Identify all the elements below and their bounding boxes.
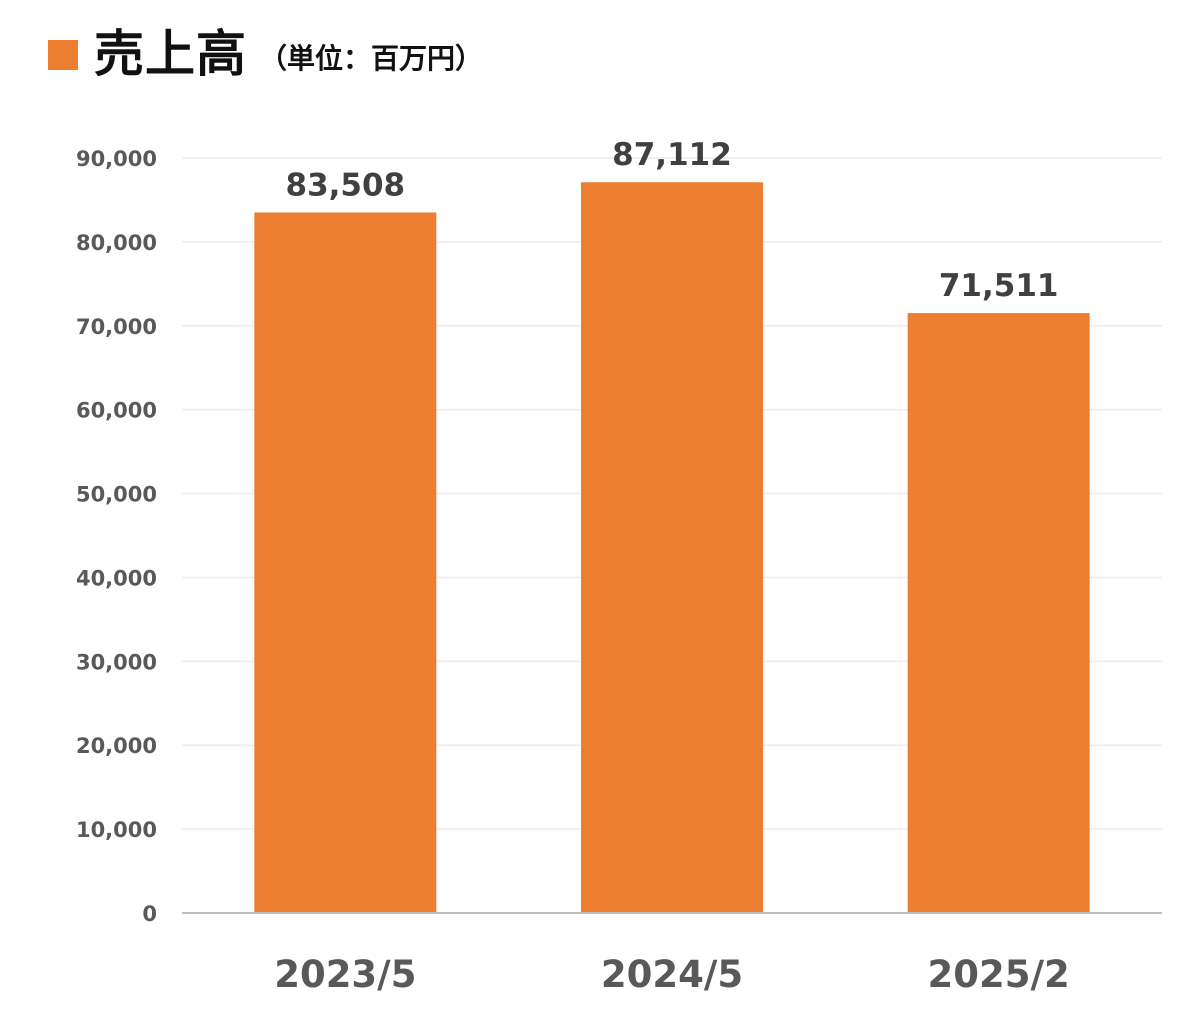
- chart-title: 売上高 （単位：百万円）: [48, 22, 483, 86]
- y-tick-label: 60,000: [76, 399, 157, 423]
- title-main-text: 売上高: [94, 25, 247, 83]
- y-tick-label: 70,000: [76, 315, 157, 339]
- data-label: 83,508: [286, 167, 406, 203]
- y-tick-label: 30,000: [76, 650, 157, 674]
- y-tick-label: 10,000: [76, 818, 157, 842]
- x-category-label: 2023/5: [274, 953, 416, 996]
- title-unit-text: （単位：百万円）: [259, 42, 484, 75]
- y-tick-label: 20,000: [76, 734, 157, 758]
- title-square-marker: [48, 40, 78, 70]
- data-label: 87,112: [612, 137, 732, 173]
- x-category-label: 2024/5: [601, 953, 743, 996]
- bars: [254, 182, 1090, 913]
- y-tick-label: 80,000: [76, 231, 157, 255]
- y-tick-label: 0: [142, 902, 157, 926]
- data-label: 71,511: [939, 268, 1059, 304]
- data-labels: 83,508 87,112 71,511: [286, 137, 1059, 304]
- y-tick-label: 50,000: [76, 483, 157, 507]
- y-tick-label: 40,000: [76, 566, 157, 590]
- x-category-label: 2025/2: [928, 953, 1070, 996]
- bar-2023/5: [254, 212, 437, 913]
- x-axis-categories: 2023/5 2024/5 2025/2: [274, 953, 1070, 996]
- y-axis-ticks: 0 10,000 20,000 30,000 40,000 50,000 60,000 70,…: [76, 147, 157, 926]
- bar-2024/5: [581, 182, 763, 913]
- y-tick-label: 90,000: [76, 147, 157, 171]
- bar-2025/2: [907, 313, 1090, 913]
